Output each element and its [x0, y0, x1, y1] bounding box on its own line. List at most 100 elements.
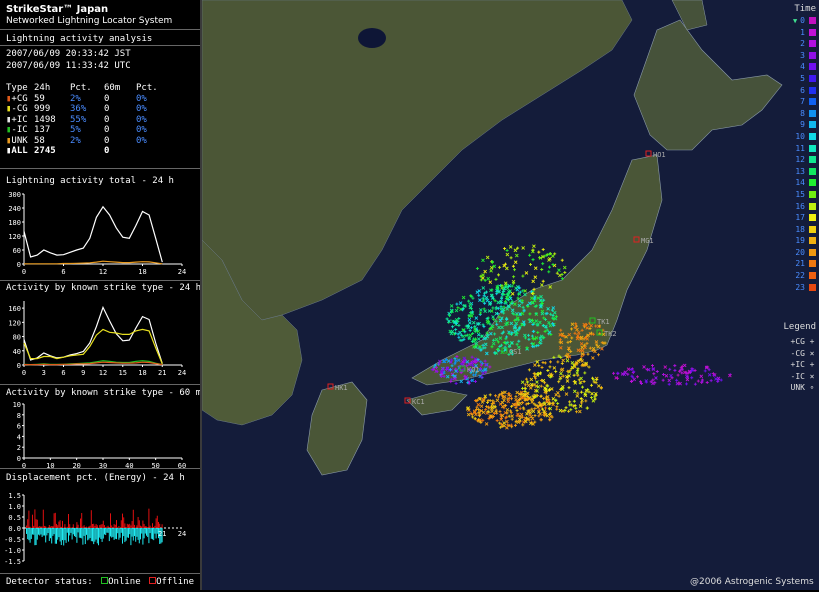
y-tick-label: -1.0: [4, 547, 21, 555]
energy-bar-negative: [102, 528, 103, 542]
energy-bar-positive: [90, 526, 91, 528]
time-legend-label: 6: [800, 86, 805, 95]
energy-bar-negative: [37, 528, 38, 540]
energy-bar-negative: [116, 528, 117, 539]
energy-bar-negative: [126, 528, 127, 541]
time-legend-label: 23: [795, 283, 805, 292]
energy-bar-negative: [28, 528, 29, 540]
energy-bar-negative: [129, 528, 130, 534]
energy-bar-positive: [133, 510, 134, 528]
energy-bar-negative: [111, 528, 112, 538]
col-pct: Pct.: [70, 83, 104, 94]
energy-bar-positive: [159, 524, 160, 528]
energy-bar-negative: [87, 528, 88, 540]
energy-bar-negative: [81, 528, 82, 538]
energy-bar-negative: [133, 528, 134, 541]
strike-table-header: Type 24h Pct. 60m Pct.: [6, 83, 164, 94]
y-tick-label: 300: [8, 191, 21, 199]
energy-bar-positive: [26, 526, 27, 528]
energy-bar-negative: [72, 528, 73, 539]
energy-bar-negative: [38, 528, 39, 535]
time-legend-label: 5: [800, 74, 805, 83]
energy-bar-positive: [152, 523, 153, 528]
x-tick-label: 6: [61, 369, 65, 377]
time-legend-label: 10: [795, 132, 805, 141]
energy-bar-positive: [57, 525, 58, 528]
x-tick-label: 12: [99, 268, 107, 276]
time-legend-item: 11: [776, 143, 816, 155]
energy-bar-negative: [49, 528, 50, 541]
pct-24h: 36%: [70, 104, 104, 115]
time-legend-swatch: [809, 168, 816, 175]
time-legend-item: 6: [776, 85, 816, 97]
energy-bar-positive: [93, 524, 94, 528]
energy-bar-negative: [44, 528, 45, 536]
energy-bar-positive: [69, 524, 70, 528]
symbol-legend-glyph: ∘: [808, 382, 816, 393]
energy-bar-negative: [97, 528, 98, 543]
time-utc: 2007/06/09 11:33:42 UTC: [6, 61, 131, 72]
time-legend-swatch: [809, 237, 816, 244]
y-tick-label: 240: [8, 205, 21, 213]
chart-type-60m-title: Activity by known strike type - 60 min: [6, 388, 212, 399]
energy-bar-negative: [154, 528, 155, 534]
symbol-legend-item: UNK∘: [778, 382, 816, 394]
col-24h: 24h: [34, 83, 70, 94]
y-tick-label: 120: [8, 233, 21, 241]
time-legend-label: 2: [800, 39, 805, 48]
time-legend-swatch: [809, 203, 816, 210]
energy-bar-negative: [139, 528, 140, 543]
energy-bar-positive: [140, 526, 141, 528]
pct-24h: 2%: [70, 136, 104, 147]
series-line-1: [24, 261, 162, 264]
energy-bar-negative: [63, 528, 64, 545]
y-tick-label: -1.5: [4, 558, 21, 566]
time-legend-swatch: [809, 156, 816, 163]
table-row: ▮+IC 1498 55% 0 0%: [6, 115, 164, 126]
energy-bar-positive: [123, 517, 124, 528]
energy-bar-negative: [34, 528, 35, 545]
energy-bar-positive: [62, 521, 63, 528]
energy-bar-negative: [76, 528, 77, 543]
energy-bar-negative: [61, 528, 62, 545]
time-legend-swatch: [809, 249, 816, 256]
energy-bar-negative: [66, 528, 67, 543]
svg-text:TK2: TK2: [604, 330, 617, 338]
y-tick-label: 1.5: [8, 492, 21, 500]
symbol-legend-title: Legend: [778, 322, 816, 333]
time-legend-label: 0: [800, 16, 805, 25]
y-tick-label: 60: [13, 247, 21, 255]
svg-text:KO1: KO1: [467, 366, 480, 374]
energy-bar-negative: [112, 528, 113, 537]
energy-bar-negative: [136, 528, 137, 537]
type-label: ALL: [11, 146, 27, 156]
map-canvas: HO1 MG1 TK2 TK1 OS1 KO1 KC1 HK1: [202, 0, 819, 590]
time-legend-item: 23: [776, 282, 816, 294]
time-legend-item: 5: [776, 73, 816, 85]
time-legend-item: 12: [776, 154, 816, 166]
energy-bar-negative: [146, 528, 147, 536]
energy-bar-positive: [34, 509, 35, 528]
time-legend-label: 18: [795, 225, 805, 234]
time-legend-item: 21: [776, 258, 816, 270]
energy-bar-negative: [132, 528, 133, 537]
energy-bar-negative: [104, 528, 105, 534]
time-legend-swatch: [809, 40, 816, 47]
energy-bar-positive: [138, 517, 139, 528]
x-tick-label: 18: [138, 268, 146, 276]
x-tick-label: 6: [61, 268, 65, 276]
table-row: ▮+CG 59 2% 0 0%: [6, 94, 164, 105]
energy-bar-positive: [111, 525, 112, 528]
energy-bar-negative: [93, 528, 94, 544]
energy-bar-negative: [108, 528, 109, 533]
energy-bar-negative: [96, 528, 97, 540]
time-legend-item: 13: [776, 166, 816, 178]
count-60m: 0: [104, 125, 136, 136]
energy-bar-negative: [36, 528, 37, 545]
time-legend-label: 12: [795, 155, 805, 164]
energy-bar-positive: [46, 527, 47, 528]
energy-bar-positive: [150, 526, 151, 528]
